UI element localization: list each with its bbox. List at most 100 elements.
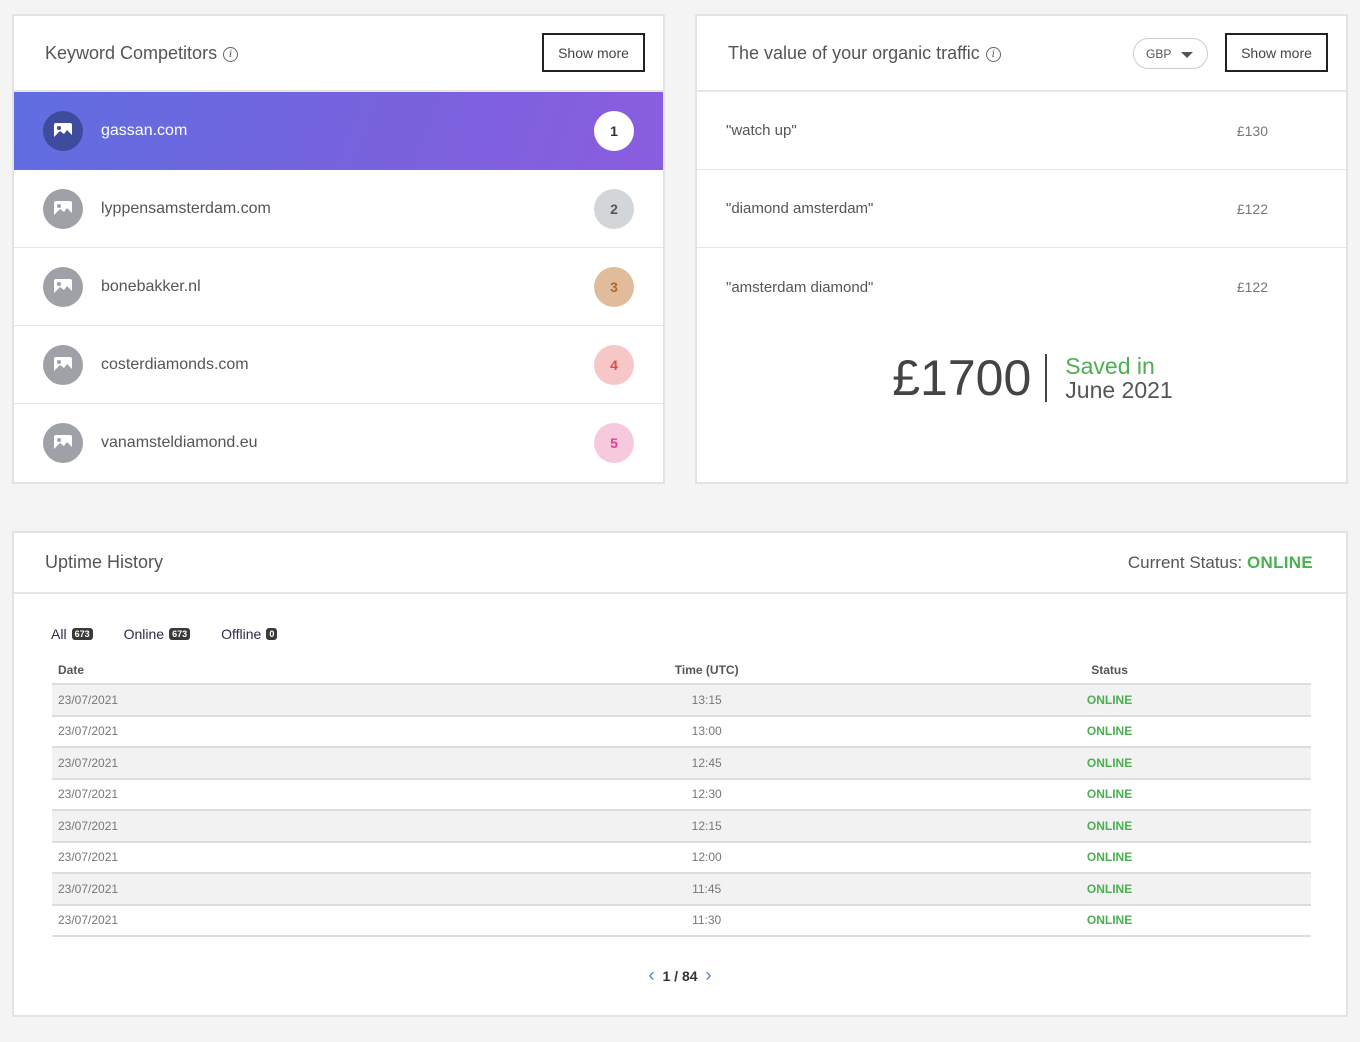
filter-label: Offline (221, 626, 262, 642)
keyword-row: "amsterdam diamond" £122 (697, 248, 1346, 326)
competitor-domain: costerdiamonds.com (101, 355, 249, 373)
keyword-row: "watch up" £130 (697, 92, 1346, 170)
keyword-competitors-title: Keyword Competitors i (45, 42, 239, 64)
image-icon (43, 188, 83, 229)
row-date: 23/07/2021 (52, 684, 506, 717)
uptime-table-body: 23/07/2021 13:15 ONLINE 23/07/2021 13:00 ONLI… (52, 684, 1311, 937)
image-icon (43, 266, 83, 307)
row-status: ONLINE (908, 747, 1311, 780)
table-row: 23/07/2021 11:30 ONLINE (52, 904, 1311, 937)
uptime-filters: All 673 Online 673 Offline 0 (51, 626, 308, 642)
row-time: 13:00 (505, 715, 909, 748)
row-time: 12:30 (505, 778, 909, 811)
row-time: 11:30 (505, 904, 909, 937)
table-row: 23/07/2021 12:15 ONLINE (52, 810, 1311, 843)
competitor-row[interactable]: costerdiamonds.com 4 (14, 326, 663, 404)
saved-date: June 2021 (1065, 377, 1173, 403)
row-time: 12:15 (505, 810, 909, 843)
filter-count-badge: 0 (266, 628, 278, 640)
row-status: ONLINE (908, 778, 1311, 811)
row-status: ONLINE (908, 904, 1311, 937)
current-status: Current Status: ONLINE (1128, 553, 1313, 573)
organic-traffic-title-text: The value of your organic traffic (728, 42, 980, 63)
row-date: 23/07/2021 (52, 778, 506, 811)
pagination: ‹ 1 / 84 › (14, 965, 1346, 986)
column-header-status: Status (908, 656, 1311, 685)
table-row: 23/07/2021 12:30 ONLINE (52, 778, 1311, 811)
chevron-down-icon (1181, 52, 1193, 58)
image-icon (43, 423, 83, 463)
currency-select-value: GBP (1146, 46, 1172, 61)
competitor-domain: lyppensamsterdam.com (101, 199, 271, 217)
table-row: 23/07/2021 13:15 ONLINE (52, 684, 1311, 717)
row-date: 23/07/2021 (52, 747, 506, 780)
keyword-text: "diamond amsterdam" (726, 200, 874, 217)
table-row: 23/07/2021 11:45 ONLINE (52, 873, 1311, 906)
info-icon[interactable]: i (985, 47, 1001, 62)
row-date: 23/07/2021 (52, 904, 506, 937)
row-date: 23/07/2021 (52, 715, 506, 748)
row-status: ONLINE (908, 684, 1311, 717)
row-time: 13:15 (505, 684, 909, 717)
row-status: ONLINE (908, 841, 1311, 874)
image-icon (43, 111, 83, 151)
organic-traffic-title: The value of your organic traffic i (728, 43, 1001, 64)
table-row: 23/07/2021 13:00 ONLINE (52, 715, 1311, 748)
keyword-row: "diamond amsterdam" £122 (697, 170, 1346, 248)
keyword-competitors-title-text: Keyword Competitors (45, 42, 218, 63)
traffic-show-more-button[interactable]: Show more (1225, 33, 1328, 72)
keyword-text: "amsterdam diamond" (726, 278, 874, 296)
uptime-table-header-row: Date Time (UTC) Status (52, 656, 1311, 685)
saved-label: Saved in (1065, 353, 1155, 379)
uptime-table: Date Time (UTC) Status 23/07/2021 13:15 ON… (52, 656, 1311, 937)
table-row: 23/07/2021 12:00 ONLINE (52, 841, 1311, 874)
competitor-rank-badge: 3 (594, 266, 634, 307)
competitor-row[interactable]: gassan.com 1 (14, 92, 663, 170)
currency-select[interactable]: GBP (1133, 38, 1208, 69)
competitor-rank-badge: 4 (594, 344, 634, 385)
competitor-rank-badge: 1 (594, 111, 634, 151)
filter-count-badge: 673 (169, 628, 191, 640)
competitor-domain: vanamsteldiamond.eu (101, 434, 258, 451)
filter-label: Online (123, 626, 165, 642)
keyword-competitors-card: Keyword Competitors i Show more gassan.c… (12, 14, 665, 484)
chevron-right-icon[interactable]: › (705, 965, 712, 985)
image-icon (43, 344, 83, 385)
competitor-row[interactable]: vanamsteldiamond.eu 5 (14, 404, 663, 482)
keyword-value: £122 (1236, 279, 1268, 295)
filter-tab-all[interactable]: All 673 (51, 626, 93, 642)
current-status-value: ONLINE (1246, 553, 1313, 572)
row-time: 12:45 (505, 747, 909, 780)
competitor-rank-badge: 5 (594, 423, 634, 463)
keyword-value: £122 (1236, 200, 1268, 217)
keyword-competitors-header: Keyword Competitors i Show more (14, 16, 663, 92)
keyword-value: £130 (1236, 122, 1268, 139)
competitor-domain: bonebakker.nl (101, 277, 201, 295)
uptime-history-card: Uptime History Current Status: ONLINE Al… (12, 531, 1348, 1017)
uptime-history-header: Uptime History Current Status: ONLINE (14, 533, 1346, 594)
chevron-left-icon[interactable]: ‹ (648, 965, 655, 985)
competitor-row[interactable]: lyppensamsterdam.com 2 (14, 170, 663, 248)
row-status: ONLINE (908, 810, 1311, 843)
row-time: 12:00 (505, 841, 909, 874)
row-time: 11:45 (505, 873, 909, 906)
organic-traffic-header: The value of your organic traffic i GBP … (697, 16, 1346, 92)
row-status: ONLINE (908, 873, 1311, 906)
competitor-row[interactable]: bonebakker.nl 3 (14, 248, 663, 326)
row-date: 23/07/2021 (52, 810, 506, 843)
keyword-value-list: "watch up" £130 "diamond amsterdam" £122 "am… (697, 92, 1346, 326)
competitor-rank-badge: 2 (594, 188, 634, 229)
filter-tab-online[interactable]: Online 673 (124, 626, 191, 642)
current-status-label: Current Status: (1127, 553, 1243, 572)
filter-count-badge: 673 (71, 628, 93, 640)
saved-summary: £1700 Saved in June 2021 (697, 353, 1346, 403)
organic-traffic-card: The value of your organic traffic i GBP … (695, 14, 1348, 484)
keyword-text: "watch up" (726, 122, 797, 139)
filter-tab-offline[interactable]: Offline 0 (221, 626, 278, 642)
competitors-show-more-button[interactable]: Show more (542, 33, 645, 72)
saved-text: Saved in June 2021 (1065, 354, 1172, 402)
column-header-time: Time (UTC) (505, 656, 909, 685)
filter-label: All (51, 626, 67, 642)
pagination-label: 1 / 84 (662, 967, 698, 984)
info-icon[interactable]: i (223, 47, 239, 62)
